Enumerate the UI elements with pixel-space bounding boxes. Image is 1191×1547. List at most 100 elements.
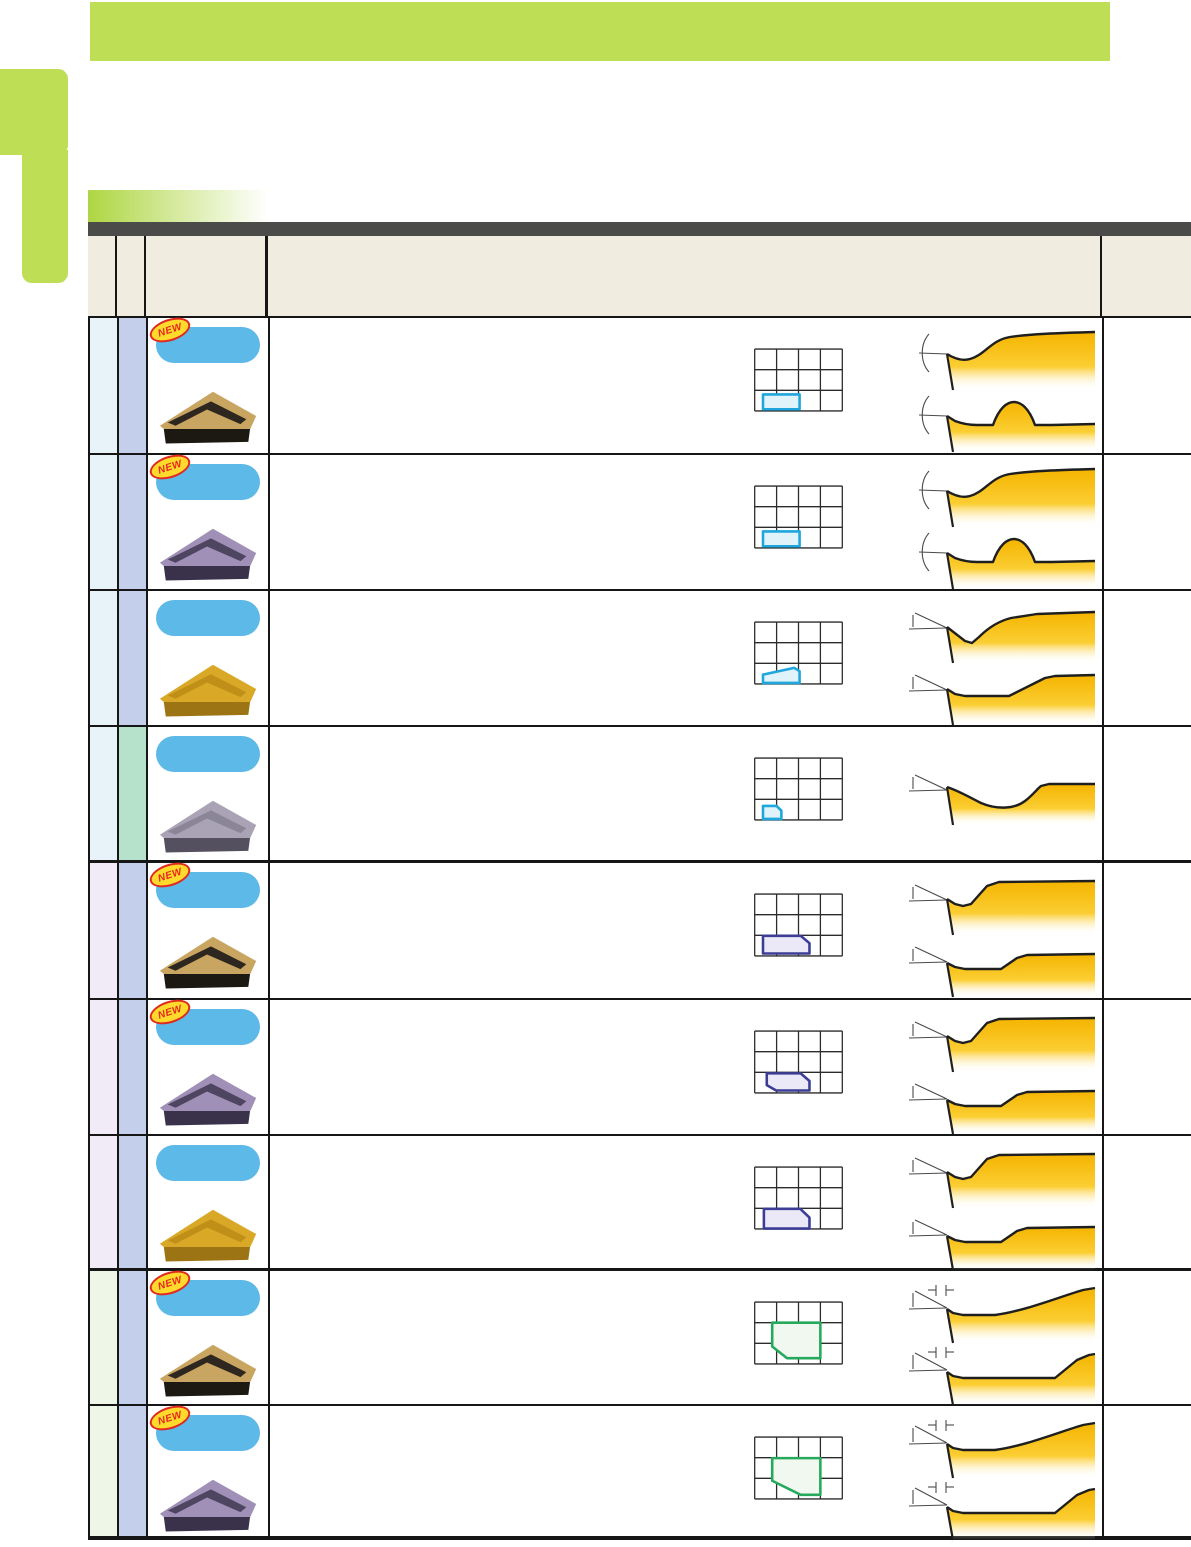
- tool-tip-angle-icon: [918, 414, 948, 417]
- application-range-wrap: [754, 1301, 843, 1365]
- chipbreaker-cell: [148, 727, 270, 860]
- application-range-wrap: [754, 1030, 843, 1094]
- header-cell-subgroup: [117, 236, 146, 316]
- profile-front-face: [945, 1099, 955, 1135]
- profile-front-face: [945, 1035, 955, 1073]
- table-row: NEW: [88, 858, 1191, 1000]
- chapter-tab-stem: [22, 150, 68, 283]
- profile-outline: [946, 1286, 1096, 1317]
- tool-tip-angle-icon: [908, 1234, 948, 1237]
- chip-profile-diagram: [908, 1083, 1096, 1135]
- tool-tip-angle-icon: [908, 1172, 948, 1175]
- chip-profile-diagram: [908, 1285, 1096, 1344]
- profile-front-face: [945, 786, 955, 826]
- chipbreaker-cell: NEW: [146, 858, 270, 998]
- insert-photo-wrap: [152, 382, 266, 450]
- chip-profile-diagram: [908, 946, 1096, 998]
- chip-profile-diagram: [908, 1152, 1096, 1209]
- profile-front-face: [945, 1506, 955, 1541]
- features-cell: [270, 1406, 1104, 1541]
- application-range-chart: [754, 1030, 843, 1094]
- profile-fill: [947, 332, 1095, 390]
- subgroup-band: [119, 1271, 148, 1404]
- table-row: [88, 591, 1191, 727]
- application-range-wrap: [754, 893, 843, 957]
- tool-tip-angle-icon: [914, 774, 948, 791]
- tool-tip-angle-icon: [918, 489, 948, 492]
- tool-tip-angle-icon: [908, 627, 948, 630]
- application-range-chart: [754, 621, 843, 685]
- profile-front-face: [945, 1171, 955, 1209]
- table-row: NEW: [88, 450, 1191, 591]
- profile-outline: [946, 400, 1096, 427]
- profile-fill: [947, 1154, 1095, 1208]
- features-cell: [270, 1136, 1104, 1271]
- application-range-chart: [754, 485, 843, 549]
- profile-fill: [947, 469, 1095, 527]
- application-range-chart: [754, 348, 843, 412]
- group-band: [90, 1271, 119, 1404]
- profile-front-face: [945, 353, 955, 391]
- group-band: [90, 1000, 119, 1134]
- tool-tip-angle-icon: [914, 1219, 948, 1236]
- header-cell-chipbreaker: [146, 236, 268, 316]
- chip-profile-diagram: [908, 1016, 1096, 1073]
- profile-outline: [946, 610, 1096, 645]
- profile-fill: [947, 539, 1095, 589]
- profile-fill: [947, 675, 1095, 725]
- profile-diagram-wrap: [907, 603, 1102, 665]
- profile-diagram-wrap: [907, 1283, 1102, 1345]
- chip-profile-diagram: [918, 330, 1096, 391]
- tool-tip-angle-icon: [914, 612, 948, 629]
- page-ref-cell: [1104, 455, 1191, 589]
- profile-diagram-wrap: [907, 330, 1102, 392]
- insert-photo: [159, 664, 257, 717]
- tool-tip-angle-icon: [908, 1442, 948, 1445]
- chipbreaker-cell: [148, 591, 270, 725]
- profile-diagram-wrap: [907, 1148, 1102, 1210]
- chip-profile-diagram: [908, 879, 1096, 936]
- profile-fill: [947, 1091, 1095, 1134]
- subgroup-band: [119, 455, 148, 589]
- application-range-wrap: [754, 621, 843, 685]
- tool-tip-angle-icon: [914, 674, 948, 691]
- subgroup-band: [119, 1406, 148, 1536]
- tool-tip-angle-icon: [914, 1352, 948, 1371]
- header-cell-features: [268, 236, 1102, 316]
- chipbreaker-name-pill: [156, 1145, 260, 1181]
- table-row: NEW: [88, 1401, 1191, 1541]
- subgroup-band: [119, 591, 148, 725]
- profile-fill: [947, 881, 1095, 935]
- application-range-highlight: [761, 804, 783, 821]
- insert-photo: [159, 1073, 257, 1126]
- subgroup-band: [119, 318, 148, 453]
- profile-diagram-wrap: [907, 1012, 1102, 1074]
- profile-outline: [946, 879, 1096, 908]
- profile-fill: [947, 1489, 1095, 1540]
- subgroup-band: [119, 1000, 148, 1134]
- chip-profile-diagram: [918, 395, 1096, 453]
- application-range-wrap: [754, 348, 843, 412]
- chipbreaker-cell: NEW: [146, 1266, 270, 1404]
- application-range-highlight: [761, 934, 811, 955]
- tool-tip-angle-icon: [914, 1021, 948, 1038]
- chip-profile-diagram: [908, 673, 1096, 726]
- profile-front-face: [945, 415, 955, 453]
- tool-tip-angle-icon: [908, 899, 948, 902]
- header-cell-group: [88, 236, 117, 316]
- chip-profile-diagram: [908, 774, 1095, 826]
- insert-photo: [159, 1479, 257, 1532]
- chipbreaker-cell: NEW: [146, 313, 270, 453]
- chipbreaker-cell: NEW: [146, 450, 270, 589]
- table-row: NEW: [88, 995, 1191, 1136]
- group-band: [90, 455, 119, 589]
- profile-outline: [946, 1352, 1096, 1380]
- insert-photo: [159, 391, 257, 444]
- tool-tip-angle-icon: [908, 689, 948, 692]
- profile-fill: [947, 612, 1095, 663]
- group-band: [90, 863, 119, 998]
- profile-outline: [946, 782, 1095, 809]
- table-header-top-bar: [88, 222, 1191, 236]
- application-range-wrap: [754, 1166, 843, 1230]
